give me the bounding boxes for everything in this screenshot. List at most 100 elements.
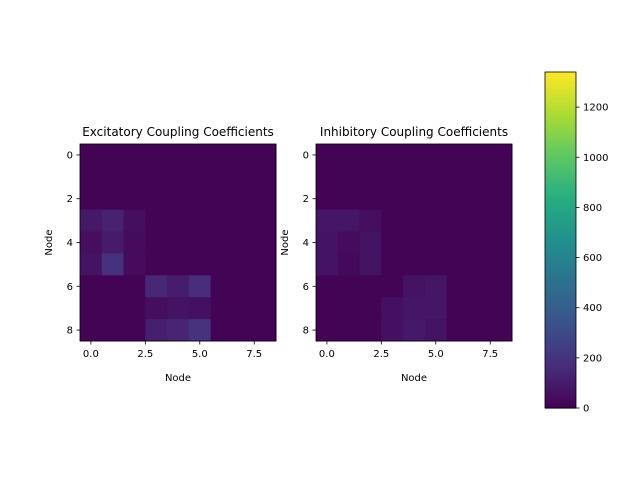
colorbar-segment (545, 100, 576, 104)
heatmap-cell (316, 144, 339, 167)
heatmap-cell (167, 297, 190, 320)
colorbar-segment (545, 380, 576, 384)
colorbar-segment (545, 343, 576, 347)
heatmap-cell (359, 319, 382, 342)
heatmap-cell (188, 275, 212, 298)
heatmap-cell (210, 231, 233, 254)
y-tick-label: 8 (67, 326, 73, 337)
colorbar-segment (545, 158, 576, 163)
colorbar-segment (545, 248, 576, 252)
heatmap-cell (337, 297, 361, 320)
heatmap-cell (468, 165, 491, 189)
colorbar-segment (545, 335, 576, 339)
heatmap-cell (123, 165, 146, 189)
heatmap-cell (337, 165, 361, 189)
heatmap-cell (381, 165, 404, 189)
heatmap-cell (101, 144, 125, 167)
heatmap-cell (403, 253, 426, 276)
heatmap-cell (123, 253, 146, 276)
heatmap-cell (232, 253, 255, 276)
heatmap-cell (424, 297, 448, 320)
colorbar-segment (545, 284, 576, 289)
heatmap-cell (123, 144, 146, 167)
colorbar-segment (545, 346, 576, 350)
colorbar-segment (545, 80, 576, 84)
heatmap-cell (424, 275, 448, 298)
colorbar-segment (545, 315, 576, 319)
heatmap-cell (254, 231, 277, 254)
colorbar-segment (545, 223, 576, 227)
colorbar-segment (545, 287, 576, 291)
x-tick-label: 0.0 (83, 349, 99, 360)
colorbar-segment (545, 352, 576, 356)
colorbar-segment (545, 304, 576, 308)
colorbar-segment (545, 167, 576, 171)
heatmap-cell (210, 144, 233, 167)
colorbar-segment (545, 116, 576, 121)
heatmap-cell (254, 144, 277, 167)
colorbar-segment (545, 402, 576, 406)
colorbar-segment (545, 130, 576, 135)
heatmap-cell (468, 187, 491, 211)
heatmap-cell (337, 253, 361, 276)
heatmap-cell (446, 165, 469, 189)
heatmap-cell (254, 187, 277, 211)
heatmap-cell (424, 209, 448, 233)
colorbar-segment (545, 307, 576, 311)
heatmap-cell (101, 297, 125, 320)
heatmap-cell (101, 165, 125, 189)
colorbar-segment (545, 184, 576, 188)
heatmap-cell (446, 209, 469, 233)
chart-title: Excitatory Coupling Coefficients (82, 125, 274, 139)
heatmap-cell (188, 165, 212, 189)
colorbar-segment (545, 220, 576, 224)
x-tick-label: 2.5 (373, 349, 389, 360)
colorbar-tick-label: 400 (583, 303, 602, 314)
colorbar-segment (545, 172, 576, 177)
heatmap-cell (145, 253, 168, 276)
heatmap-cell (468, 275, 491, 298)
heatmap-cell (446, 275, 469, 298)
x-tick-label: 5.0 (428, 349, 444, 360)
heatmap-cell (232, 165, 255, 189)
colorbar-segment (545, 366, 576, 370)
colorbar-segment (545, 240, 576, 244)
colorbar-segment (545, 301, 576, 305)
heatmap-cell (80, 187, 103, 211)
heatmap-cell (381, 144, 404, 167)
heatmap-cell (210, 253, 233, 276)
colorbar-segment (545, 279, 576, 283)
colorbar-segment (545, 203, 576, 207)
heatmap-cell (254, 319, 277, 342)
colorbar-segment (545, 262, 576, 266)
heatmap-cell (80, 253, 103, 276)
heatmap-cell (316, 275, 339, 298)
y-axis-label: Node (44, 229, 55, 255)
heatmap-cell (210, 297, 233, 320)
heatmap-cell (145, 319, 168, 342)
y-tick-label: 8 (303, 326, 309, 337)
colorbar-segment (545, 142, 576, 146)
heatmap-cell (403, 209, 426, 233)
heatmap-cell (210, 209, 233, 233)
colorbar-segment (545, 111, 576, 115)
colorbar-segment (545, 254, 576, 258)
colorbar-segment (545, 105, 576, 109)
heatmap-cell (316, 209, 339, 233)
heatmap-cell (359, 165, 382, 189)
heatmap-cell (490, 165, 513, 189)
heatmap-cell (424, 231, 448, 254)
chart-title: Inhibitory Coupling Coefficients (320, 125, 508, 139)
heatmap-cell (446, 231, 469, 254)
heatmap-cell (101, 187, 125, 211)
heatmap-cell (145, 231, 168, 254)
y-axis-label: Node (280, 229, 291, 255)
colorbar-segment (545, 178, 576, 182)
colorbar-segment (545, 153, 576, 157)
colorbar-segment (545, 91, 576, 95)
heatmap-cell (188, 253, 212, 276)
heatmap-cell (167, 209, 190, 233)
heatmap-cell (316, 253, 339, 276)
y-tick-label: 6 (303, 282, 309, 293)
heatmap-cell (123, 231, 146, 254)
